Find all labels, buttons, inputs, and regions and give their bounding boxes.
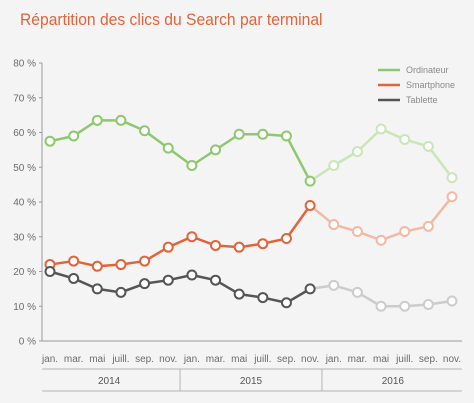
x-tick-label: nov. — [301, 354, 319, 365]
data-point — [328, 160, 340, 172]
y-tick-label: 40 % — [13, 198, 36, 209]
data-point — [91, 114, 103, 126]
series-line — [49, 204, 312, 268]
data-point — [422, 140, 434, 152]
data-point — [304, 199, 316, 211]
y-tick-label: 0 % — [19, 337, 36, 348]
data-point — [186, 160, 198, 172]
data-point — [257, 292, 269, 304]
series-line — [49, 270, 311, 305]
data-point — [446, 172, 458, 184]
legend-label: Smartphone — [406, 80, 455, 90]
data-point — [280, 297, 292, 309]
data-point — [399, 133, 411, 145]
data-point — [210, 274, 222, 286]
data-point — [91, 260, 103, 272]
data-point — [139, 255, 151, 267]
data-point — [280, 130, 292, 142]
data-point — [233, 128, 245, 140]
data-point — [351, 226, 363, 238]
x-tick-label: sep. — [419, 354, 438, 365]
data-point — [422, 220, 434, 232]
series-line — [49, 119, 312, 182]
series-line-projected — [309, 196, 453, 242]
legend-label: Ordinateur — [406, 65, 449, 75]
y-tick-label: 30 % — [13, 232, 36, 243]
x-tick-label: nov. — [159, 354, 177, 365]
data-point — [257, 238, 269, 250]
data-point — [68, 272, 80, 284]
data-point — [115, 114, 127, 126]
data-point — [304, 175, 316, 187]
x-tick-label: jan. — [325, 354, 342, 365]
y-tick-label: 10 % — [13, 302, 36, 313]
data-point — [233, 288, 245, 300]
data-point — [186, 231, 198, 243]
year-label: 2016 — [382, 376, 405, 387]
data-point — [328, 219, 340, 231]
data-point — [44, 266, 56, 277]
x-tick-label: mar. — [64, 354, 83, 365]
y-tick-label: 20 % — [13, 267, 36, 278]
data-point — [304, 283, 316, 295]
x-tick-label: nov. — [443, 354, 461, 365]
x-tick-label: jan. — [41, 354, 58, 365]
x-tick-label: mai — [231, 354, 247, 365]
data-point — [328, 279, 340, 291]
data-point — [68, 255, 80, 267]
x-tick-label: mar. — [206, 354, 225, 365]
year-label: 2014 — [98, 376, 121, 387]
x-tick-label: sep. — [277, 354, 296, 365]
year-label: 2015 — [240, 376, 263, 387]
data-point — [399, 300, 411, 312]
x-tick-label: juill. — [111, 354, 129, 365]
series-line-projected — [309, 127, 453, 183]
data-point — [257, 128, 269, 140]
data-point — [91, 283, 103, 295]
data-point — [115, 286, 127, 298]
y-tick-label: 50 % — [13, 163, 36, 174]
data-point — [162, 241, 174, 253]
data-point — [446, 295, 458, 307]
data-point — [375, 300, 387, 312]
x-tick-label: juill. — [395, 354, 413, 365]
data-point — [375, 123, 387, 135]
data-point — [44, 135, 56, 147]
y-tick-label: 70 % — [13, 93, 36, 104]
x-tick-label: mai — [89, 354, 105, 365]
data-point — [162, 142, 174, 154]
x-tick-label: juill. — [253, 354, 271, 365]
data-point — [210, 144, 222, 156]
x-tick-label: sep. — [135, 354, 154, 365]
data-point — [351, 286, 363, 298]
data-point — [280, 232, 292, 244]
x-tick-label: mar. — [348, 354, 367, 365]
data-point — [115, 259, 127, 271]
data-point — [351, 146, 363, 158]
data-point — [399, 226, 411, 238]
data-point — [162, 274, 174, 286]
data-point — [68, 130, 80, 142]
data-point — [210, 239, 222, 251]
chart-title: Répartition des clics du Search par term… — [20, 10, 323, 29]
x-tick-label: mai — [373, 354, 389, 365]
data-point — [422, 299, 434, 311]
legend-label: Tablette — [406, 95, 438, 105]
data-point — [139, 278, 151, 290]
data-point — [375, 234, 387, 246]
y-tick-label: 80 % — [13, 59, 36, 70]
data-point — [446, 191, 458, 203]
y-tick-label: 60 % — [13, 128, 36, 139]
x-tick-label: jan. — [183, 354, 200, 365]
data-point — [186, 269, 198, 281]
data-point — [233, 241, 245, 253]
data-point — [139, 125, 151, 137]
